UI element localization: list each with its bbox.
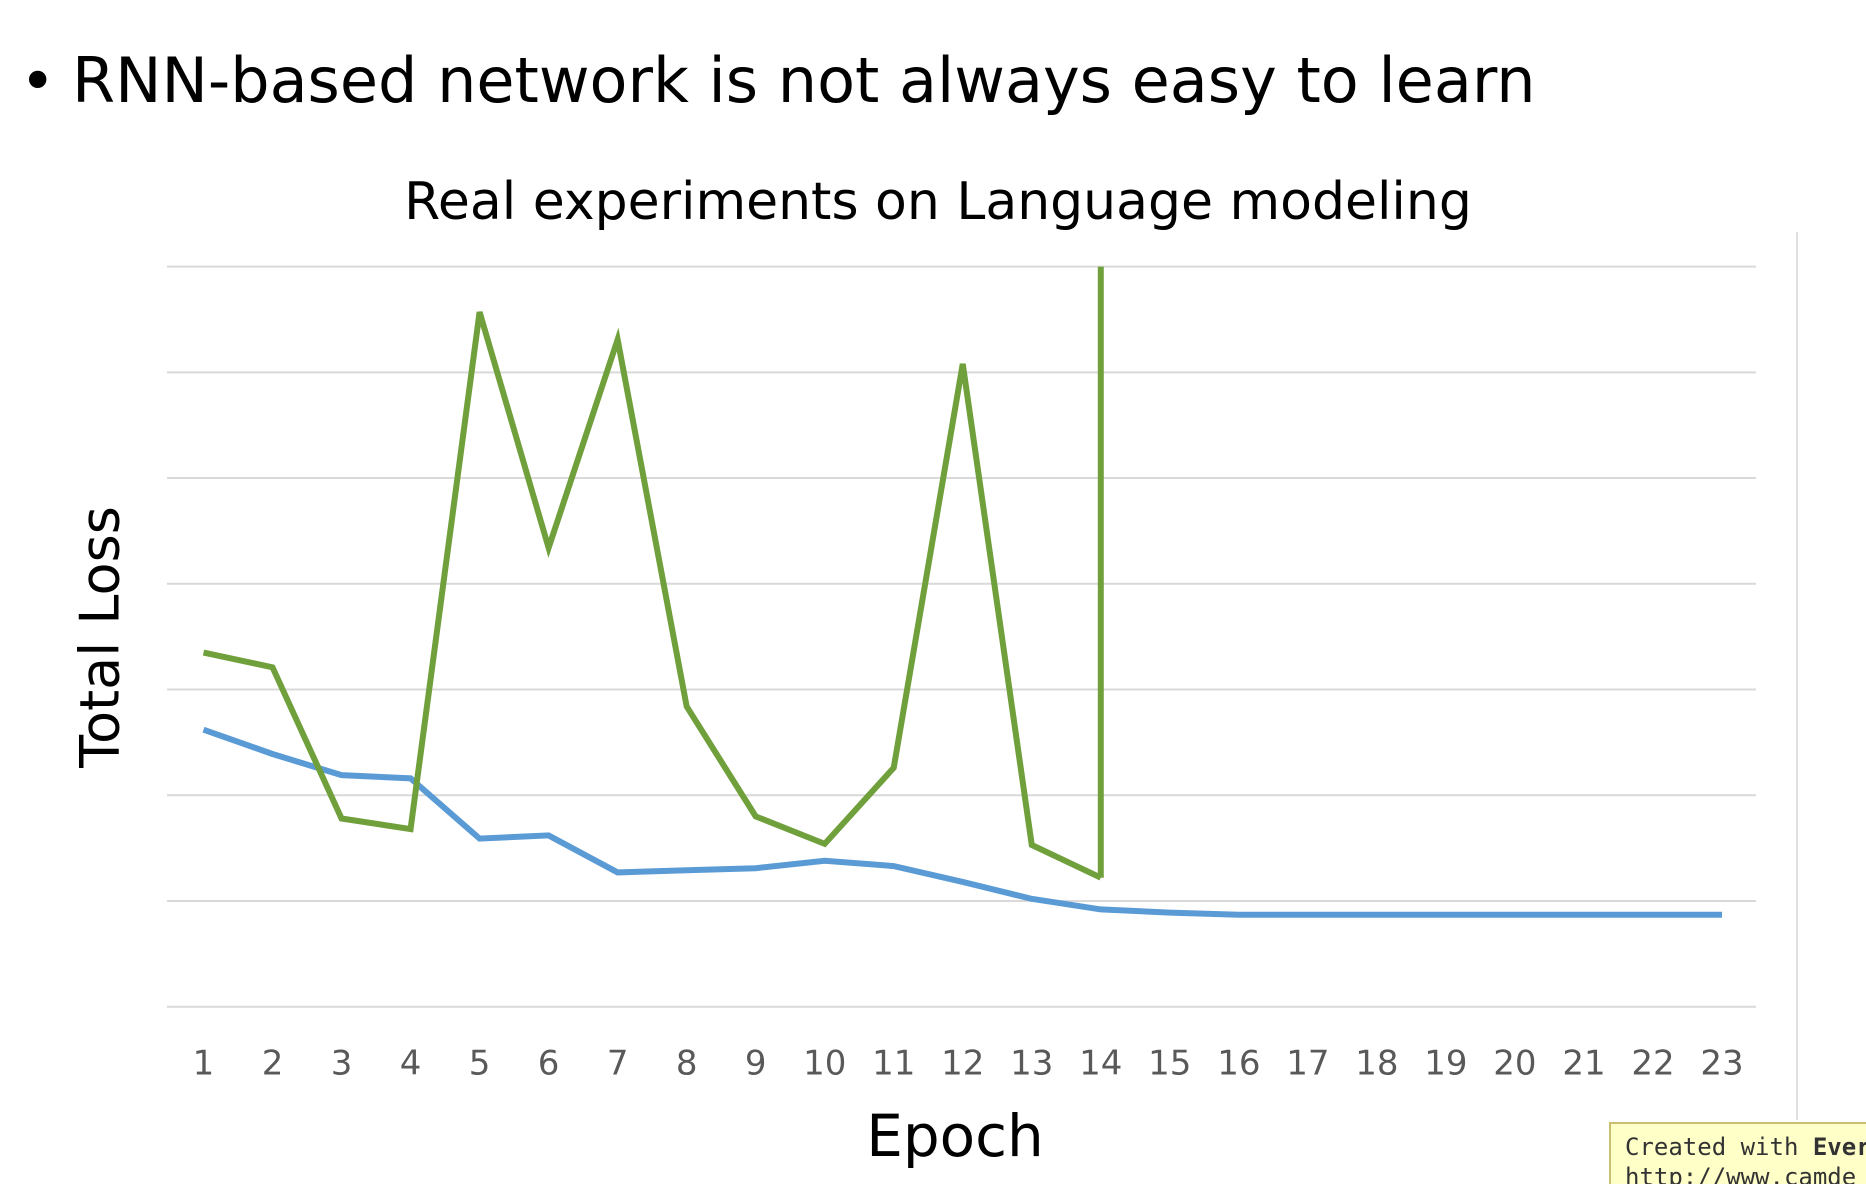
watermark-url: http://www.camde (1625, 1163, 1857, 1184)
x-tick-label: 8 (676, 1044, 698, 1084)
x-tick-label: 12 (941, 1044, 984, 1084)
chart-title: Real experiments on Language modeling (404, 172, 1472, 232)
x-tick-label: 17 (1286, 1044, 1329, 1084)
x-tick-label: 4 (400, 1044, 422, 1084)
x-tick-label: 10 (803, 1044, 846, 1084)
bullet-dot: • (20, 47, 55, 117)
x-tick-label: 23 (1700, 1044, 1743, 1084)
watermark-brand: Ever (1812, 1133, 1866, 1161)
x-axis-label: Epoch (866, 1102, 1044, 1170)
watermark: Created with Ever http://www.camde (1609, 1122, 1866, 1184)
x-tick-label: 20 (1493, 1044, 1536, 1084)
watermark-prefix: Created with (1625, 1133, 1813, 1161)
x-tick-label: 13 (1010, 1044, 1053, 1084)
x-tick-label: 14 (1079, 1044, 1122, 1084)
x-tick-label: 19 (1424, 1044, 1467, 1084)
y-axis-label: Total Loss (69, 506, 132, 769)
x-tick-label: 11 (872, 1044, 915, 1084)
x-tick-label: 15 (1148, 1044, 1191, 1084)
x-tick-label: 9 (745, 1044, 767, 1084)
x-tick-label: 6 (538, 1044, 560, 1084)
x-tick-label: 16 (1217, 1044, 1260, 1084)
x-tick-label: 21 (1562, 1044, 1605, 1084)
x-tick-label: 7 (607, 1044, 629, 1084)
x-tick-label: 1 (193, 1044, 215, 1084)
series-line (202, 726, 1722, 918)
x-tick-label: 22 (1631, 1044, 1674, 1084)
x-tick-label: 3 (331, 1044, 353, 1084)
x-tick-label: 2 (262, 1044, 284, 1084)
series-line (202, 311, 1103, 881)
x-tick-label: 5 (469, 1044, 491, 1084)
bullet-text: RNN-based network is not always easy to … (72, 44, 1536, 117)
x-tick-label: 18 (1355, 1044, 1398, 1084)
